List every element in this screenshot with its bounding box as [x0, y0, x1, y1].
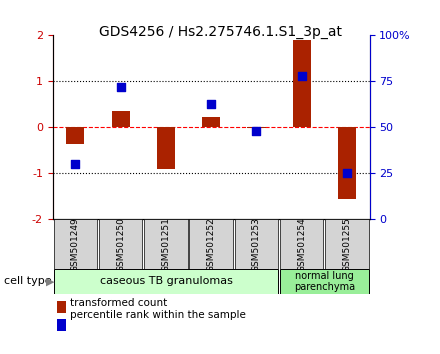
Text: normal lung
parenchyma: normal lung parenchyma [294, 270, 355, 292]
FancyBboxPatch shape [325, 219, 369, 269]
Text: cell type: cell type [4, 276, 52, 286]
FancyBboxPatch shape [54, 269, 278, 294]
FancyBboxPatch shape [190, 219, 233, 269]
Bar [247, 127, 265, 129]
Text: GSM501255: GSM501255 [342, 217, 352, 272]
Point [253, 128, 260, 134]
Text: GDS4256 / Hs2.275746.1.S1_3p_at: GDS4256 / Hs2.275746.1.S1_3p_at [99, 25, 341, 39]
Bar [112, 111, 130, 127]
Bar [157, 127, 175, 169]
Text: caseous TB granulomas: caseous TB granulomas [99, 276, 232, 286]
Bar [57, 319, 66, 331]
Point [117, 84, 124, 90]
Text: ▶: ▶ [46, 276, 55, 286]
Text: GSM501253: GSM501253 [252, 217, 261, 272]
Point [72, 161, 79, 167]
Bar [202, 117, 220, 127]
Point [162, 253, 169, 259]
Bar [57, 301, 66, 313]
FancyBboxPatch shape [54, 219, 97, 269]
Text: GSM501251: GSM501251 [161, 217, 170, 272]
Point [344, 171, 351, 176]
Text: percentile rank within the sample: percentile rank within the sample [70, 310, 246, 320]
FancyBboxPatch shape [235, 219, 278, 269]
Bar [66, 127, 84, 144]
Text: GSM501250: GSM501250 [116, 217, 125, 272]
FancyBboxPatch shape [280, 219, 323, 269]
Bar [293, 40, 311, 127]
Text: GSM501252: GSM501252 [207, 217, 216, 272]
FancyBboxPatch shape [280, 269, 369, 294]
Point [298, 73, 305, 79]
FancyBboxPatch shape [99, 219, 143, 269]
Text: GSM501249: GSM501249 [71, 217, 80, 272]
Text: GSM501254: GSM501254 [297, 217, 306, 272]
Bar [338, 127, 356, 199]
Text: transformed count: transformed count [70, 298, 168, 308]
Point [208, 101, 215, 106]
FancyBboxPatch shape [144, 219, 188, 269]
